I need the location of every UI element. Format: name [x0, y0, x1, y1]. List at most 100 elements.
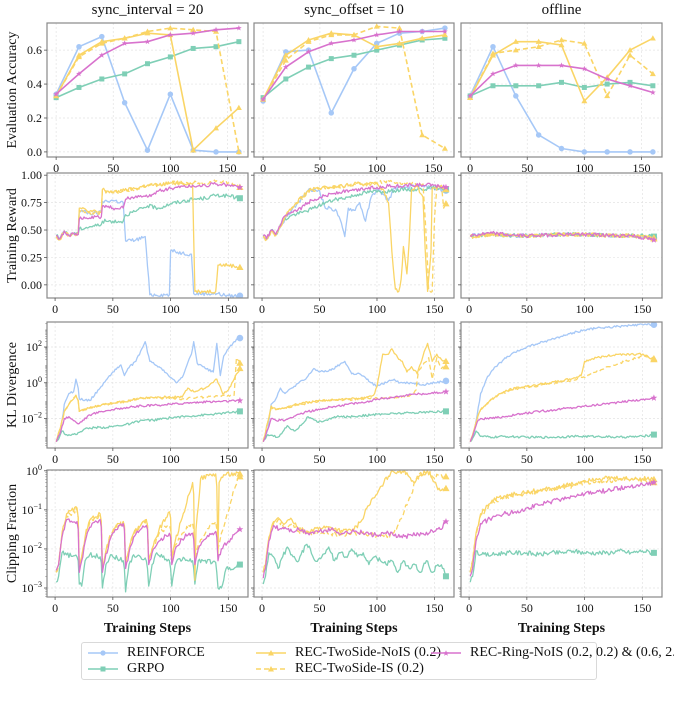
y-tick-label: 100	[26, 375, 42, 390]
data-point-reinforce	[167, 91, 174, 97]
end-marker-rec-ring-nois-0-2-0-2-0-6-2-0	[442, 388, 450, 395]
data-point-grpo	[513, 83, 519, 89]
x-tick-label: 100	[368, 452, 386, 466]
legend-label: REC-TwoSide-IS (0.2)	[295, 661, 424, 676]
legend-item-grpo: GRPO	[88, 661, 164, 677]
x-tick-label: 0	[259, 302, 265, 316]
subplot-row1-col3: 0 50 100 150 offline	[458, 2, 663, 175]
end-marker-grpo	[236, 561, 243, 568]
data-point-rec-twoside-is-0-2	[396, 25, 403, 31]
x-tick-label: 0	[466, 601, 472, 615]
end-marker-rec-twoside-is-0-2	[236, 359, 244, 366]
data-point-reinforce	[328, 110, 335, 116]
data-point-rec-twoside-is-0-2	[467, 94, 474, 100]
end-marker-rec-twoside-nois-0-2	[236, 364, 244, 372]
data-point-rec-twoside-is-0-2	[144, 28, 151, 34]
legend-label: GRPO	[127, 661, 165, 676]
legend-label: REC-Ring-NoIS (0.2, 0.2) & (0.6, 2.0)	[470, 645, 674, 660]
subplot-row1-col1: 0 50 100 150 0.0 0.2 0.4 0.6 sync_interval = 20 E…	[5, 2, 249, 175]
subplot-title: sync_interval = 20	[92, 2, 204, 18]
plot-area	[47, 23, 248, 157]
data-point-rec-twoside-is-0-2	[305, 38, 312, 44]
data-point-rec-ring-nois-0-2-0-2-0-6-2-0	[305, 48, 312, 55]
data-point-reinforce	[213, 149, 219, 155]
legend-item-rec-twoside-is: REC-TwoSide-IS (0.2)	[256, 661, 424, 677]
y-tick-label: 102	[26, 339, 42, 354]
data-point-grpo	[581, 84, 587, 90]
end-marker-grpo	[442, 408, 449, 415]
subplot-row2-col2: 0 50 100 150	[251, 172, 455, 316]
axes-frame	[46, 22, 249, 158]
series-group	[55, 334, 244, 443]
subplot-row3-col2: 0 50 100 150	[251, 321, 455, 466]
y-tick-label: 0.6	[27, 43, 42, 57]
data-point-rec-twoside-nois-0-2	[535, 38, 542, 44]
data-point-rec-ring-nois-0-2-0-2-0-6-2-0	[604, 76, 610, 82]
x-tick-label: 50	[314, 452, 326, 466]
data-point-rec-twoside-is-0-2	[351, 31, 357, 38]
data-point-rec-twoside-nois-0-2	[512, 38, 519, 44]
series-line-rec-ring-nois-0-2-0-2-0-6-2-0	[262, 182, 447, 240]
data-point-rec-ring-nois-0-2-0-2-0-6-2-0	[558, 62, 565, 68]
y-tick-label: 10−1	[21, 502, 42, 517]
x-tick-label: 150	[633, 452, 651, 466]
x-tick-label: 100	[368, 161, 386, 175]
data-point-rec-ring-nois-0-2-0-2-0-6-2-0	[121, 40, 128, 46]
x-tick-label: 100	[576, 601, 594, 615]
y-axis-label: KL Divergence	[5, 342, 20, 428]
data-point-rec-twoside-is-0-2	[512, 47, 519, 53]
data-point-rec-ring-nois-0-2-0-2-0-6-2-0	[351, 37, 357, 43]
x-tick-label: 50	[521, 161, 533, 175]
data-point-reinforce	[283, 49, 289, 55]
end-marker-rec-twoside-nois-0-2	[236, 263, 244, 270]
end-marker-rec-twoside-nois-0-2	[442, 185, 450, 193]
end-marker-rec-twoside-is-0-2	[442, 200, 450, 207]
series-line-rec-twoside-nois-0-2	[262, 342, 447, 442]
end-marker-grpo	[442, 573, 449, 580]
plot-area	[47, 322, 248, 448]
series-line-rec-twoside-nois-0-2	[469, 475, 655, 573]
data-point-reinforce	[581, 149, 588, 155]
subplot-title: sync_offset = 10	[304, 2, 404, 18]
data-point-rec-twoside-nois-0-2	[581, 98, 588, 104]
x-tick-label: 100	[162, 302, 180, 316]
end-marker-grpo	[650, 431, 657, 438]
data-point-rec-twoside-nois-0-2	[419, 35, 426, 41]
y-tick-label: 0.0	[27, 145, 42, 159]
data-point-grpo	[122, 71, 128, 77]
x-tick-label: 150	[633, 302, 651, 316]
data-point-grpo	[536, 83, 542, 89]
y-tick-label: 0.25	[21, 250, 42, 264]
end-marker-rec-ring-nois-0-2-0-2-0-6-2-0	[442, 518, 450, 525]
x-tick-label: 0	[259, 601, 265, 615]
x-tick-label: 0	[260, 161, 266, 175]
end-marker-rec-twoside-is-0-2	[442, 363, 450, 370]
series-line-rec-twoside-is-0-2	[469, 39, 654, 98]
series-group	[469, 475, 658, 583]
data-point-rec-ring-nois-0-2-0-2-0-6-2-0	[396, 28, 403, 34]
legend-label: REC-TwoSide-NoIS (0.2)	[295, 645, 442, 660]
axes-frame	[46, 172, 249, 299]
data-point-rec-ring-nois-0-2-0-2-0-6-2-0	[328, 40, 335, 46]
data-point-rec-ring-nois-0-2-0-2-0-6-2-0	[144, 38, 151, 45]
subplot-row1-col2: 0 50 100 150 sync_offset = 10	[251, 2, 455, 175]
y-tick-label: 0.50	[21, 223, 42, 237]
data-point-rec-twoside-is-0-2	[121, 35, 128, 41]
series-line-grpo	[262, 410, 447, 443]
x-tick-label: 150	[632, 161, 650, 175]
axes-frame	[253, 321, 455, 449]
series-line-rec-ring-nois-0-2-0-2-0-6-2-0	[262, 390, 447, 442]
end-marker-grpo	[236, 408, 243, 415]
axes-frame	[46, 469, 249, 598]
data-point-rec-ring-nois-0-2-0-2-0-6-2-0	[467, 92, 473, 99]
data-point-rec-twoside-is-0-2	[373, 23, 380, 29]
axes-frame	[46, 321, 249, 449]
x-tick-label: 150	[219, 302, 237, 316]
series-line-rec-ring-nois-0-2-0-2-0-6-2-0	[469, 230, 655, 241]
axes-frame	[253, 22, 455, 158]
data-point-grpo	[351, 52, 357, 58]
data-point-rec-twoside-is-0-2	[190, 26, 197, 33]
x-axis-label: Training Steps	[104, 621, 192, 636]
series-line-rec-twoside-is-0-2	[55, 179, 241, 241]
